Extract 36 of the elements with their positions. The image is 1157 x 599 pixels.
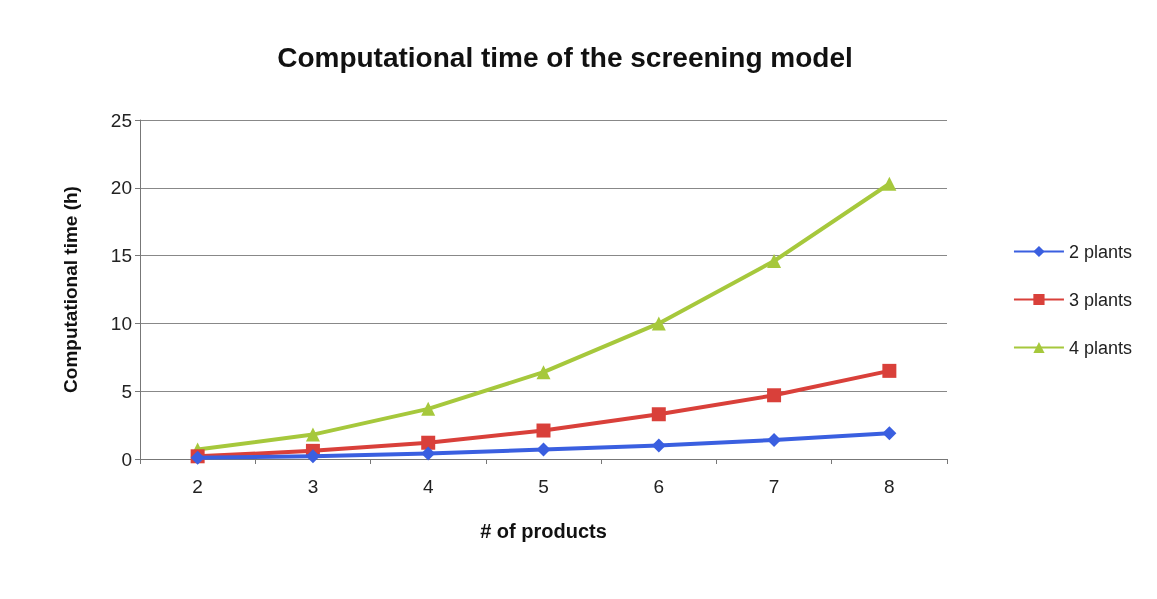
point (651, 316, 666, 331)
x-tick-label: 7 (768, 476, 780, 497)
y-tick-label: 15 (110, 245, 132, 267)
point (421, 401, 436, 416)
y-tick-label: 20 (110, 177, 132, 199)
point (651, 438, 666, 453)
point (767, 388, 782, 403)
point (882, 363, 897, 378)
y-axis-title: Computational time (h) (60, 186, 81, 393)
legend-label: 4 plants (1068, 337, 1132, 358)
y-tick-label: 0 (121, 448, 132, 470)
point (421, 435, 436, 450)
x-tick-label: 3 (307, 476, 319, 497)
point (767, 433, 782, 448)
point (305, 427, 320, 442)
x-tick-label: 5 (538, 476, 549, 497)
y-tick-label: 5 (121, 380, 132, 402)
point (536, 442, 551, 457)
x-tick-label: 2 (192, 476, 203, 497)
point (882, 426, 897, 441)
point (651, 407, 666, 422)
point (536, 423, 551, 438)
legend-label: 3 plants (1068, 289, 1132, 310)
legend-label: 2 plants (1068, 241, 1132, 262)
x-tick-label: 4 (422, 476, 434, 497)
y-tick-label: 10 (110, 312, 132, 334)
y-tick-label: 25 (110, 109, 132, 131)
x-tick-label: 8 (884, 476, 895, 497)
point (767, 254, 782, 269)
point (421, 446, 436, 461)
chart-title: Computational time of the screening model (277, 41, 853, 73)
x-axis-title: # of products (480, 520, 607, 542)
point (536, 365, 551, 380)
point (305, 449, 320, 464)
point (882, 176, 897, 191)
x-tick-label: 6 (653, 476, 665, 497)
